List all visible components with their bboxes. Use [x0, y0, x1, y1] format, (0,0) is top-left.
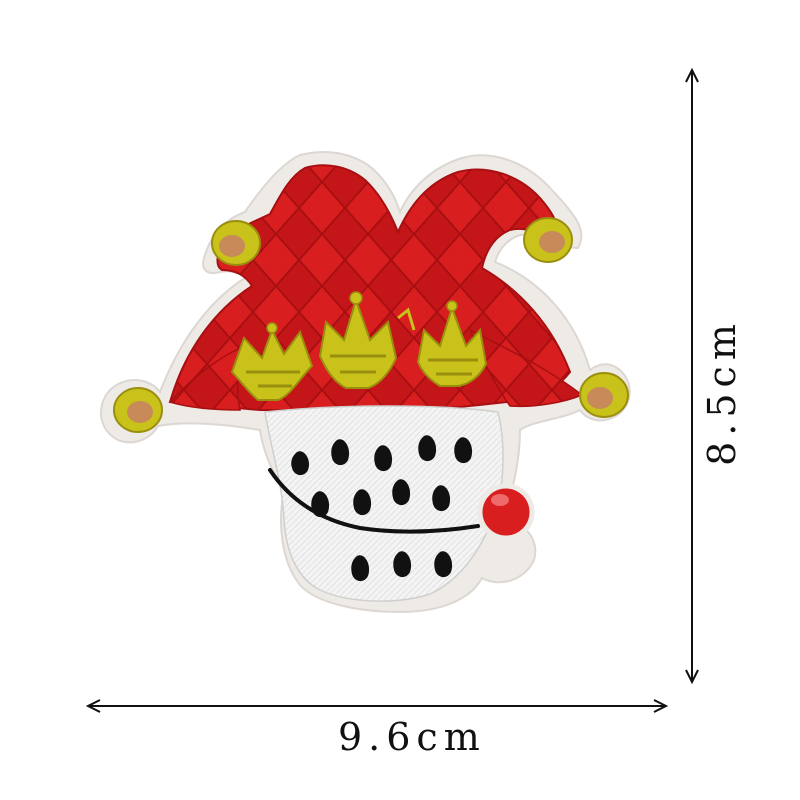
width-dimension-arrow	[85, 699, 669, 713]
clown-nose	[477, 483, 535, 541]
crown-right	[416, 300, 488, 387]
black-drops	[291, 435, 473, 582]
bell-left-bottom	[113, 387, 163, 433]
height-dimension-label: 8.5cm	[700, 318, 744, 466]
bell-right-top	[523, 217, 573, 263]
bell-right-bottom	[579, 372, 629, 418]
height-dimension-arrow	[685, 67, 699, 685]
smile-line	[268, 468, 480, 534]
crown-middle	[318, 291, 416, 389]
crown-left	[230, 322, 314, 401]
bell-left-top	[211, 220, 261, 266]
width-dimension-label: 9.6cm	[338, 715, 486, 759]
